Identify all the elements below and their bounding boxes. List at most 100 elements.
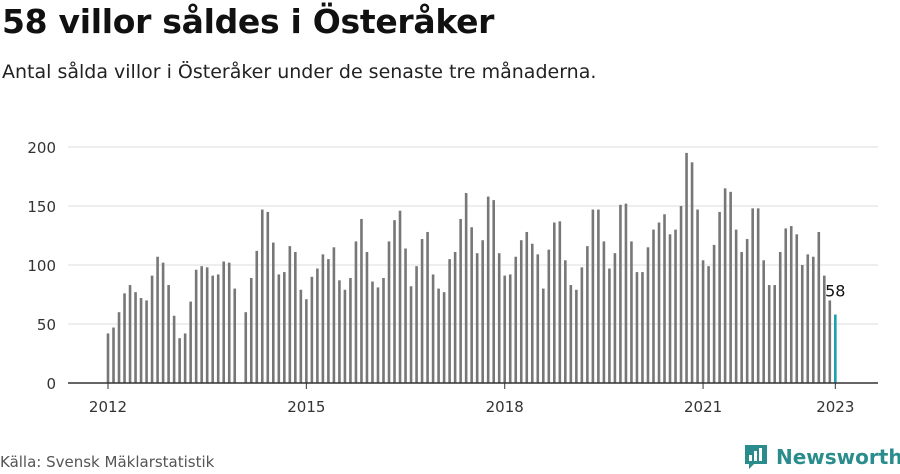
bar bbox=[117, 312, 121, 383]
bar bbox=[707, 266, 710, 383]
bar bbox=[327, 259, 330, 383]
bar bbox=[404, 248, 407, 383]
bar bbox=[497, 253, 501, 383]
x-tick-label: 2015 bbox=[287, 398, 325, 416]
bar bbox=[729, 191, 732, 383]
bars bbox=[106, 152, 837, 383]
bar bbox=[156, 256, 159, 383]
bar bbox=[266, 211, 270, 383]
bar bbox=[641, 272, 644, 383]
bar bbox=[823, 275, 826, 383]
bar bbox=[789, 226, 793, 383]
bar bbox=[519, 240, 523, 383]
bar bbox=[376, 287, 380, 383]
bar bbox=[745, 239, 749, 383]
bar bbox=[756, 208, 760, 383]
bar bbox=[426, 231, 429, 383]
bar bbox=[701, 260, 705, 383]
bar bbox=[233, 288, 237, 383]
x-tick-label: 2021 bbox=[684, 398, 722, 416]
bar bbox=[338, 280, 341, 383]
bar bbox=[227, 262, 231, 383]
x-tick-label: 2012 bbox=[89, 398, 127, 416]
bar bbox=[586, 246, 589, 383]
bar bbox=[762, 260, 765, 383]
y-tick-label: 50 bbox=[37, 316, 56, 334]
bar bbox=[470, 227, 473, 383]
bar bbox=[437, 288, 440, 383]
bar bbox=[475, 253, 479, 383]
y-tick-label: 200 bbox=[27, 139, 56, 157]
bar bbox=[624, 203, 628, 383]
bar bbox=[321, 254, 325, 383]
bar bbox=[784, 228, 788, 383]
bar bbox=[453, 252, 457, 383]
bar bbox=[172, 315, 176, 383]
bar bbox=[283, 272, 286, 383]
bar bbox=[751, 208, 754, 383]
bar bbox=[740, 252, 743, 383]
bar bbox=[800, 265, 804, 383]
brand-name: Newsworthy bbox=[776, 445, 900, 469]
bar bbox=[194, 269, 198, 383]
bar-highlight bbox=[834, 314, 837, 383]
bar bbox=[553, 222, 556, 383]
bar bbox=[398, 210, 402, 383]
bar bbox=[712, 244, 716, 383]
bar bbox=[145, 300, 148, 383]
bar bbox=[260, 209, 264, 383]
bar bbox=[332, 247, 336, 383]
y-axis-tick-labels: 0 50 100 150 200 bbox=[27, 139, 56, 393]
bar bbox=[569, 285, 573, 383]
bar bbox=[205, 267, 209, 383]
bar bbox=[817, 231, 821, 383]
bar bbox=[718, 211, 721, 383]
bar bbox=[481, 240, 484, 383]
bar bbox=[310, 276, 314, 383]
bar bbox=[646, 247, 650, 383]
bar bbox=[525, 231, 529, 383]
bar bbox=[189, 301, 192, 383]
bar bbox=[183, 333, 187, 383]
bar bbox=[508, 274, 512, 383]
bar bbox=[150, 275, 154, 383]
bar bbox=[178, 338, 181, 383]
bar bbox=[409, 286, 413, 383]
bar bbox=[420, 239, 424, 383]
bar bbox=[431, 274, 435, 383]
bar bbox=[795, 234, 799, 383]
bar bbox=[806, 254, 810, 383]
bar bbox=[365, 252, 369, 383]
x-tick-label: 2018 bbox=[486, 398, 524, 416]
bar bbox=[123, 293, 126, 383]
bar bbox=[597, 209, 600, 383]
bar bbox=[613, 253, 617, 383]
bar bbox=[343, 289, 347, 383]
bar bbox=[448, 259, 451, 383]
bar bbox=[459, 218, 462, 383]
bar bbox=[767, 285, 771, 383]
bar bbox=[723, 188, 727, 383]
bar bbox=[272, 242, 275, 383]
bar bbox=[503, 275, 507, 383]
bar bbox=[591, 209, 595, 383]
bar bbox=[575, 289, 578, 383]
y-tick-label: 0 bbox=[46, 375, 56, 393]
bar bbox=[564, 260, 567, 383]
bar bbox=[558, 221, 562, 383]
chart-title: 58 villor såldes i Österåker bbox=[2, 2, 495, 41]
bar bbox=[393, 220, 396, 383]
newsworthy-logo-icon bbox=[745, 445, 767, 469]
bar bbox=[139, 298, 143, 383]
bar bbox=[371, 281, 374, 383]
bar bbox=[679, 206, 683, 383]
bar bbox=[514, 256, 518, 383]
bar bbox=[277, 274, 281, 383]
value-label-latest: 58 bbox=[825, 282, 845, 301]
bar bbox=[541, 288, 545, 383]
bar bbox=[382, 277, 385, 383]
bar bbox=[663, 214, 666, 383]
bar bbox=[657, 222, 661, 383]
source-note: Källa: Svensk Mäklarstatistik bbox=[0, 453, 215, 471]
